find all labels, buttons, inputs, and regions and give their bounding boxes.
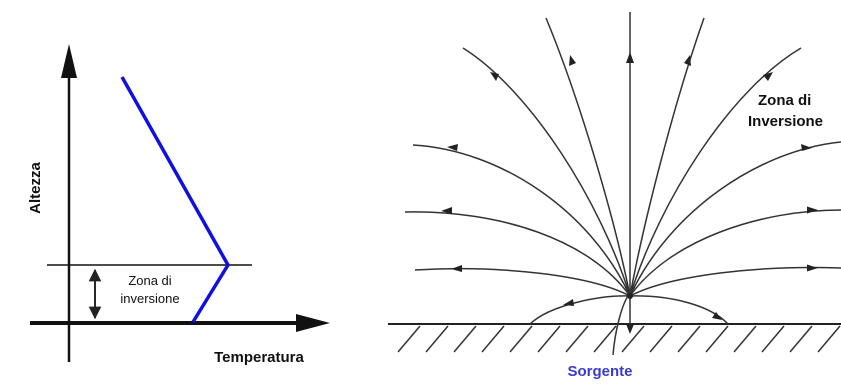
hatch-line bbox=[397, 325, 421, 353]
arrow-icon bbox=[712, 312, 722, 320]
arrow-icon bbox=[807, 206, 818, 214]
x-axis-label: Temperatura bbox=[214, 349, 304, 366]
arrow-icon bbox=[447, 144, 458, 151]
source-flow-diagram: Zona di Inversione Sorgente bbox=[388, 12, 841, 380]
arrow-icon bbox=[801, 144, 812, 151]
hatch-line bbox=[453, 325, 477, 353]
streamline bbox=[414, 268, 631, 297]
streamline bbox=[529, 295, 631, 325]
hatch-line bbox=[733, 325, 757, 353]
streamline bbox=[629, 295, 729, 325]
streamline bbox=[462, 47, 631, 297]
hatch-line bbox=[509, 325, 533, 353]
streamline bbox=[404, 211, 631, 297]
y-axis-label: Altezza bbox=[27, 162, 44, 214]
arrow-icon bbox=[451, 265, 462, 272]
hatch-line bbox=[621, 325, 645, 353]
arrow-icon bbox=[441, 207, 452, 214]
arrow-icon bbox=[626, 324, 634, 334]
hatch-line bbox=[649, 325, 673, 353]
streamlines bbox=[404, 12, 841, 356]
streamline bbox=[412, 144, 631, 297]
streamline bbox=[629, 266, 841, 297]
arrow-icon bbox=[684, 55, 691, 66]
inversion-zone-label-line2: inversione bbox=[120, 291, 179, 306]
inversion-zone-label-line1: Zona di bbox=[758, 92, 811, 109]
hatch-line bbox=[705, 325, 729, 353]
hatch-line bbox=[789, 325, 813, 353]
arrow-icon bbox=[763, 72, 773, 81]
inversion-zone-label-line2: Inversione bbox=[748, 113, 823, 130]
streamline bbox=[629, 17, 705, 297]
streamline bbox=[629, 47, 802, 297]
inversion-zone-label-line1: Zona di bbox=[128, 273, 171, 288]
hatch-line bbox=[817, 325, 841, 353]
streamline bbox=[612, 295, 629, 356]
hatch-line bbox=[481, 325, 505, 353]
streamline-arrows bbox=[441, 52, 818, 334]
ground-hatching bbox=[397, 325, 841, 353]
hatch-line bbox=[677, 325, 701, 353]
hatch-line bbox=[565, 325, 589, 353]
temperature-profile-line bbox=[120, 76, 231, 323]
arrow-icon bbox=[807, 264, 818, 272]
source-label: Sorgente bbox=[567, 363, 632, 380]
hatch-line bbox=[425, 325, 449, 353]
hatch-line bbox=[537, 325, 561, 353]
arrow-icon bbox=[569, 55, 576, 66]
streamline bbox=[629, 209, 841, 297]
y-axis-arrow-icon bbox=[61, 44, 77, 78]
arrow-icon bbox=[563, 299, 574, 306]
arrow-icon bbox=[626, 52, 634, 63]
temperature-profile-chart: Altezza Temperatura Zona di inversione bbox=[27, 44, 330, 366]
hatch-line bbox=[593, 325, 617, 353]
source-point bbox=[627, 293, 633, 299]
arrow-icon bbox=[490, 72, 499, 81]
hatch-line bbox=[761, 325, 785, 353]
x-axis-arrow-icon bbox=[296, 314, 330, 332]
streamline bbox=[545, 17, 631, 297]
